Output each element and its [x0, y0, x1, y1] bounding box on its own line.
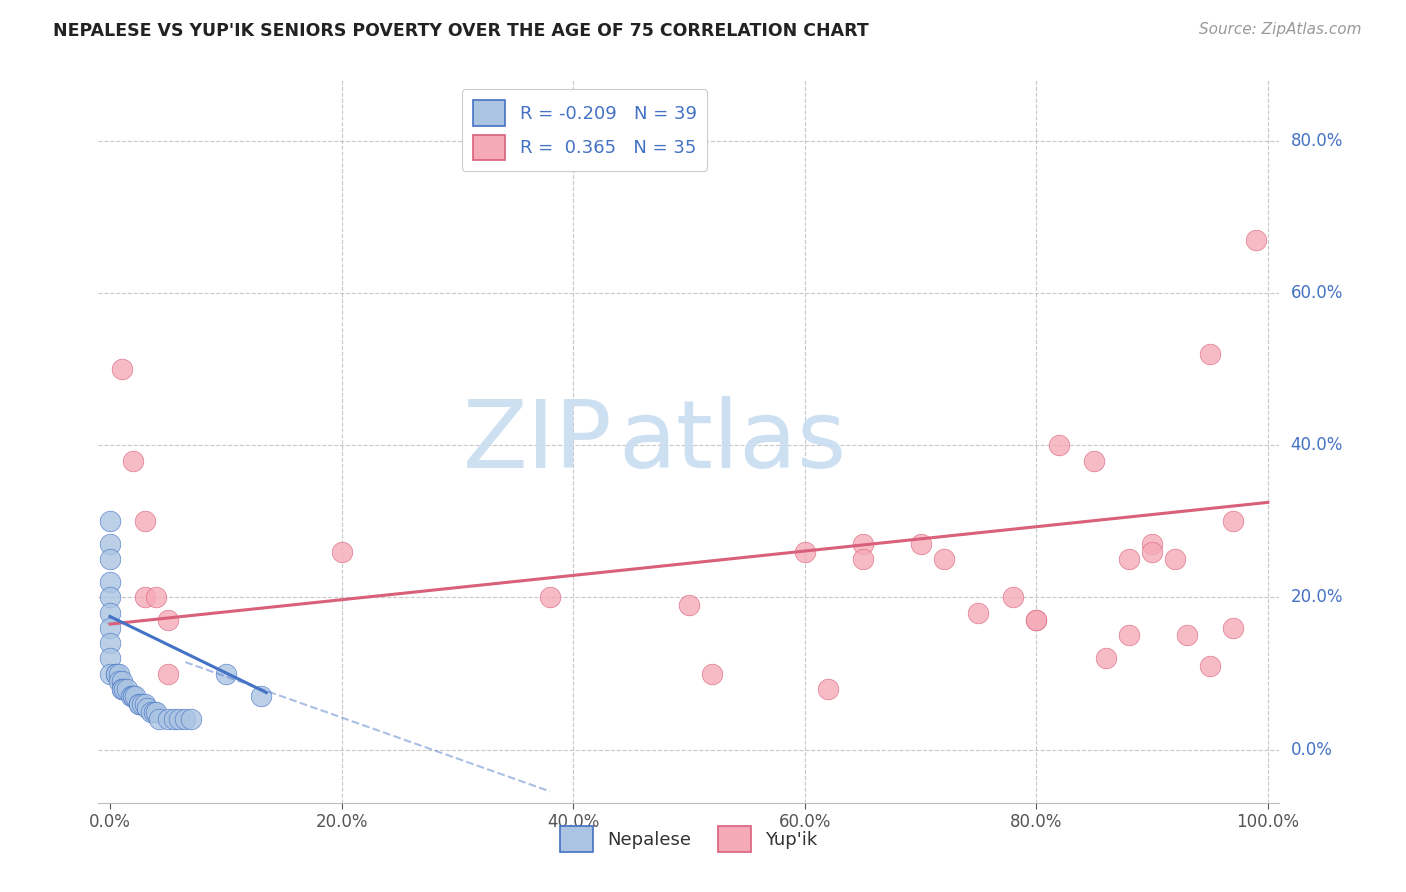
- Point: [104, 666, 127, 681]
- Point: [98, 575, 121, 590]
- Point: [932, 552, 955, 566]
- Point: [1025, 613, 1047, 627]
- Text: 40.0%: 40.0%: [1291, 436, 1343, 454]
- Point: [156, 613, 179, 627]
- Point: [145, 705, 167, 719]
- Point: [128, 697, 150, 711]
- Point: [134, 591, 156, 605]
- Point: [110, 681, 132, 696]
- Point: [967, 606, 990, 620]
- Point: [1175, 628, 1198, 642]
- Point: [1025, 613, 1047, 627]
- Point: [793, 545, 815, 559]
- Point: [852, 552, 875, 566]
- Point: [156, 712, 179, 726]
- Point: [1199, 659, 1222, 673]
- Point: [110, 674, 132, 689]
- Point: [117, 681, 139, 696]
- Point: [134, 697, 156, 711]
- Point: [98, 537, 121, 551]
- Point: [215, 666, 238, 681]
- Point: [174, 712, 197, 726]
- Point: [98, 515, 121, 529]
- Point: [1140, 545, 1163, 559]
- Text: NEPALESE VS YUP'IK SENIORS POVERTY OVER THE AGE OF 75 CORRELATION CHART: NEPALESE VS YUP'IK SENIORS POVERTY OVER …: [53, 22, 869, 40]
- Point: [1083, 453, 1105, 467]
- Point: [1118, 552, 1140, 566]
- Point: [122, 690, 145, 704]
- Point: [1140, 537, 1163, 551]
- Point: [148, 712, 170, 726]
- Point: [98, 636, 121, 650]
- Point: [134, 515, 156, 529]
- Point: [110, 362, 132, 376]
- Text: 0.0%: 0.0%: [1291, 740, 1333, 758]
- Point: [910, 537, 932, 551]
- Point: [98, 621, 121, 635]
- Point: [139, 705, 162, 719]
- Point: [108, 666, 131, 681]
- Point: [124, 690, 146, 704]
- Point: [128, 697, 150, 711]
- Point: [98, 552, 121, 566]
- Point: [98, 591, 121, 605]
- Point: [330, 545, 353, 559]
- Point: [104, 666, 127, 681]
- Text: ZIP: ZIP: [463, 395, 612, 488]
- Point: [156, 666, 179, 681]
- Text: 80.0%: 80.0%: [1291, 132, 1343, 150]
- Point: [852, 537, 875, 551]
- Point: [112, 681, 135, 696]
- Point: [700, 666, 723, 681]
- Point: [110, 681, 132, 696]
- Point: [169, 712, 191, 726]
- Point: [131, 697, 153, 711]
- Point: [1094, 651, 1116, 665]
- Text: 60.0%: 60.0%: [1291, 285, 1343, 302]
- Point: [120, 690, 142, 704]
- Point: [1002, 591, 1025, 605]
- Text: 20.0%: 20.0%: [1291, 589, 1343, 607]
- Point: [538, 591, 561, 605]
- Point: [1222, 515, 1244, 529]
- Point: [1222, 621, 1244, 635]
- Point: [98, 606, 121, 620]
- Point: [180, 712, 202, 726]
- Point: [122, 690, 145, 704]
- Point: [122, 453, 145, 467]
- Point: [1049, 438, 1071, 452]
- Point: [1164, 552, 1187, 566]
- Text: atlas: atlas: [619, 395, 846, 488]
- Point: [249, 690, 271, 704]
- Point: [136, 700, 159, 714]
- Point: [98, 666, 121, 681]
- Point: [1118, 628, 1140, 642]
- Text: Source: ZipAtlas.com: Source: ZipAtlas.com: [1198, 22, 1361, 37]
- Point: [817, 681, 839, 696]
- Legend: Nepalese, Yup'ik: Nepalese, Yup'ik: [553, 819, 825, 859]
- Point: [163, 712, 186, 726]
- Point: [1246, 233, 1268, 247]
- Point: [678, 598, 700, 612]
- Point: [1199, 347, 1222, 361]
- Point: [143, 705, 166, 719]
- Point: [108, 674, 131, 689]
- Point: [98, 651, 121, 665]
- Point: [145, 591, 167, 605]
